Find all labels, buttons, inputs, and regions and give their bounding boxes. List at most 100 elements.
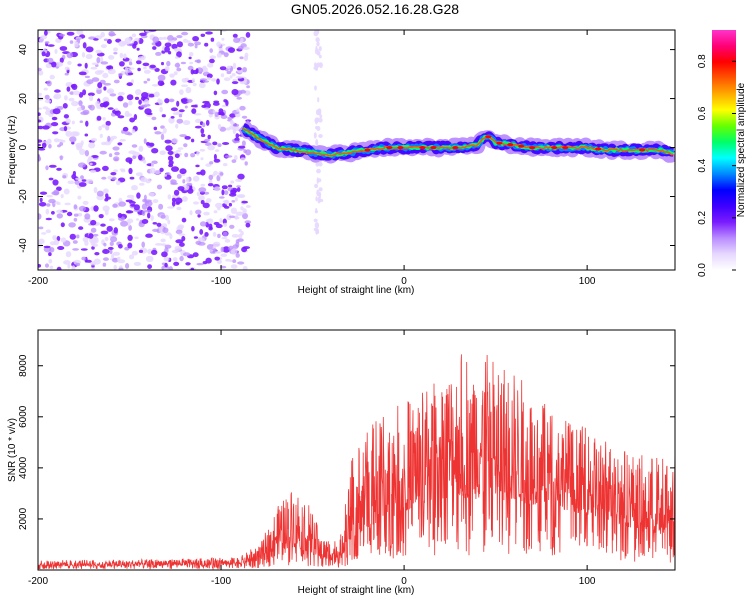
noise-blob — [230, 180, 235, 184]
noise-blob — [196, 191, 201, 197]
noise-blob — [231, 73, 236, 77]
noise-blob — [131, 185, 138, 191]
noise-blob — [222, 142, 230, 145]
noise-blob — [118, 201, 127, 207]
noise-blob — [147, 212, 151, 219]
noise-blob — [102, 262, 107, 267]
noise-blob — [179, 168, 187, 175]
noise-blob — [241, 46, 250, 51]
noise-blob — [58, 33, 66, 37]
noise-blob — [52, 235, 57, 241]
noise-blob — [46, 80, 52, 87]
noise-blob — [175, 239, 184, 244]
noise-blob — [54, 49, 58, 54]
noise-blob — [201, 104, 207, 108]
noise-blob — [52, 131, 59, 135]
noise-blob — [143, 159, 147, 164]
spectrogram-x-ticks: -200 -100 0 100 — [28, 30, 596, 287]
noise-blob — [73, 213, 79, 217]
snr-x-label: Height of straight line (km) — [298, 585, 415, 596]
noise-blob — [117, 142, 123, 146]
noise-blob — [240, 157, 246, 161]
noise-blob — [236, 108, 240, 113]
noise-blob — [81, 179, 87, 182]
artifact-blob — [318, 134, 323, 138]
noise-blob — [158, 36, 164, 41]
chart-title: GN05.2026.052.16.28.G28 — [291, 1, 459, 17]
noise-blob — [68, 97, 75, 102]
noise-blob — [185, 176, 190, 183]
noise-blob — [111, 254, 115, 259]
noise-blob — [220, 253, 228, 257]
noise-blob — [93, 233, 99, 237]
noise-blob — [119, 52, 124, 59]
noise-blob — [66, 86, 71, 92]
noise-blob — [239, 105, 246, 111]
noise-blob — [142, 62, 150, 67]
noise-blob — [182, 120, 191, 126]
noise-blob — [104, 198, 109, 202]
noise-blob — [136, 192, 141, 199]
noise-blob — [219, 126, 227, 132]
ridge-peak — [529, 146, 536, 150]
noise-blob — [199, 78, 208, 81]
noise-blob — [38, 139, 43, 143]
noise-blob — [232, 259, 237, 263]
y-tick-label: 40 — [18, 44, 29, 56]
noise-blob — [232, 62, 237, 70]
noise-blob — [213, 186, 221, 192]
noise-blob — [194, 125, 202, 129]
noise-blob — [222, 163, 228, 167]
noise-blob — [45, 107, 51, 112]
noise-blob — [176, 100, 180, 107]
noise-blob — [232, 33, 238, 38]
noise-blob — [125, 199, 133, 203]
noise-blob — [38, 226, 44, 230]
noise-blob — [38, 154, 41, 161]
noise-blob — [213, 170, 218, 176]
noise-blob — [168, 160, 174, 166]
noise-blob — [171, 166, 179, 172]
noise-blob — [78, 182, 87, 187]
noise-blob — [192, 82, 197, 87]
noise-blob — [206, 198, 212, 203]
noise-blob — [231, 200, 236, 203]
spectrogram-frame — [37, 29, 676, 271]
noise-blob — [183, 143, 188, 148]
spectrogram-x-label: Height of straight line (km) — [298, 285, 415, 296]
noise-blob — [134, 236, 139, 240]
x-tick-label: 0 — [401, 276, 407, 287]
noise-blob — [143, 209, 152, 213]
noise-blob — [189, 210, 193, 216]
noise-blob — [159, 106, 163, 113]
noise-blob — [243, 55, 249, 61]
colorbar-tick-label: 0.6 — [697, 106, 708, 120]
noise-blob — [202, 100, 210, 104]
noise-blob — [212, 141, 218, 146]
noise-blob — [62, 175, 67, 179]
noise-blob — [241, 246, 248, 253]
noise-blob — [164, 262, 168, 268]
noise-blob — [245, 32, 251, 38]
noise-blob — [217, 206, 221, 211]
noise-blob — [102, 249, 110, 254]
noise-blob — [239, 81, 247, 85]
ridge-peak — [496, 141, 503, 145]
noise-blob — [211, 78, 217, 82]
noise-blob — [91, 246, 95, 250]
noise-blob — [47, 44, 55, 47]
noise-blob — [226, 65, 232, 69]
noise-blob — [89, 169, 97, 173]
noise-blob — [195, 118, 202, 124]
y-tick-label: -40 — [18, 238, 29, 253]
noise-blob — [104, 101, 110, 107]
noise-blob — [217, 233, 221, 239]
artifact-blob — [317, 108, 322, 116]
artifact-blob — [314, 85, 317, 91]
noise-blob — [131, 79, 134, 84]
noise-blob — [94, 237, 99, 244]
noise-blob — [126, 218, 134, 224]
noise-blob — [85, 46, 94, 53]
noise-blob — [214, 111, 219, 118]
colorbar-tick-label: 0.8 — [697, 54, 708, 68]
